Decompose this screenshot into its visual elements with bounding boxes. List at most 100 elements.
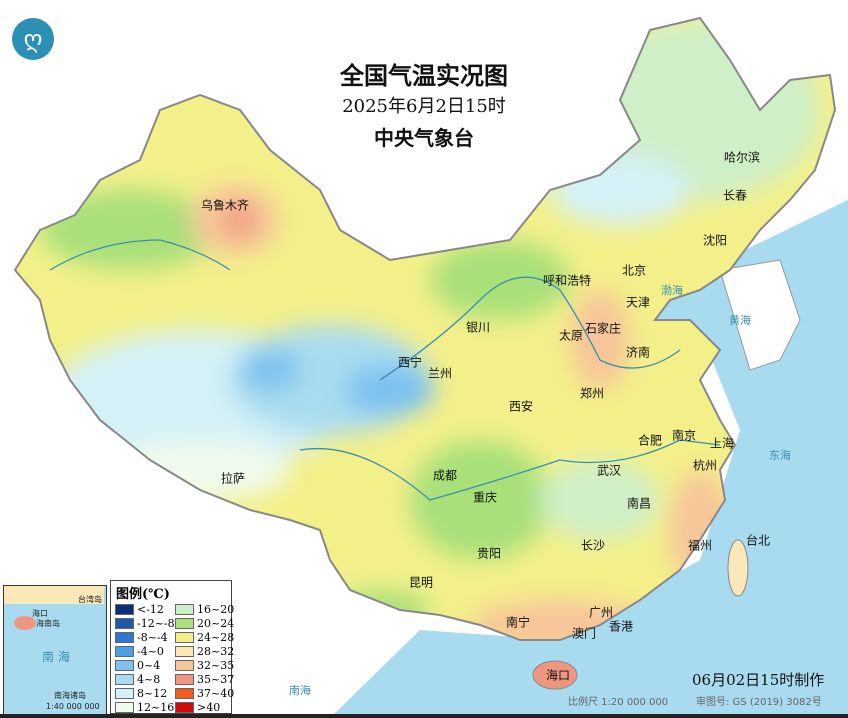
hainan-island (532, 660, 578, 690)
city-label: 广州 (588, 605, 614, 620)
agency-name: 中央气象台 (374, 126, 474, 150)
legend-swatch (175, 603, 194, 615)
legend-swatch (175, 673, 194, 685)
city-label: 太原 (558, 328, 584, 343)
city-label: 天津 (625, 295, 651, 310)
legend-label: 4~8 (137, 672, 161, 686)
legend-item: 35~37 (175, 672, 235, 686)
city-label: 昆明 (408, 575, 434, 590)
inset-taiwan-label: 台湾岛 (78, 595, 102, 604)
city-label: 南京 (671, 428, 697, 443)
city-label: 澳门 (571, 626, 597, 641)
city-label: 西宁 (397, 355, 423, 370)
legend: 图例(℃) <-12 -12~-8 -8~-4 -4~0 0~4 4~8 8~12 12~16… (110, 580, 235, 714)
city-label: 台北 (745, 533, 771, 548)
inset-sea-label: 南 海 (42, 650, 70, 664)
legend-item: 37~40 (175, 686, 235, 700)
cma-logo-icon: ღ (12, 18, 54, 60)
legend-item: -4~0 (115, 644, 164, 658)
city-label: 南昌 (626, 496, 652, 511)
legend-item: 8~12 (115, 686, 168, 700)
city-label: 拉萨 (220, 471, 246, 486)
legend-label: 37~40 (197, 686, 235, 700)
yangtze-river (299, 439, 721, 501)
city-label: 郑州 (579, 386, 605, 401)
taiwan-island (727, 539, 749, 597)
legend-label: 35~37 (197, 672, 235, 686)
legend-label: 24~28 (197, 630, 235, 644)
city-label: 兰州 (427, 366, 453, 381)
sea-area (330, 200, 848, 718)
city-label: 长沙 (580, 538, 606, 553)
legend-swatch (115, 673, 134, 685)
city-label: 石家庄 (584, 321, 622, 336)
city-label: 呼和浩特 (542, 273, 592, 288)
city-label: 北京 (621, 263, 647, 278)
legend-label: -8~-4 (137, 630, 168, 644)
sea-label: 渤海 (661, 284, 683, 297)
legend-label: 28~32 (197, 644, 235, 658)
legend-swatch (175, 645, 194, 657)
legend-item: 32~35 (175, 658, 235, 672)
datetime-subtitle: 2025年6月2日15时 (342, 96, 506, 117)
legend-swatch (115, 603, 134, 615)
legend-item: 0~4 (115, 658, 161, 672)
sea-label: 黄海 (729, 314, 751, 327)
legend-item: 24~28 (175, 630, 235, 644)
city-label: 乌鲁木齐 (200, 198, 250, 213)
legend-label: -4~0 (137, 644, 164, 658)
south-china-sea-inset: 海口 海南岛 台湾岛 南 海 南海诸岛 1:40 000 000 (3, 585, 107, 715)
legend-item: 12~16 (115, 700, 175, 714)
approval-number: 审图号: GS (2019) 3082号 (696, 697, 822, 708)
city-label: 香港 (608, 619, 634, 634)
legend-label: <-12 (137, 602, 164, 616)
legend-item: 4~8 (115, 672, 161, 686)
city-label: 南宁 (505, 615, 531, 630)
legend-swatch (175, 687, 194, 699)
legend-item: -8~-4 (115, 630, 168, 644)
city-label: 成都 (432, 468, 458, 483)
inset-mainland (4, 586, 104, 604)
map-scale: 比例尺 1:20 000 000 (568, 697, 669, 708)
page-title: 全国气温实况图 (340, 61, 508, 90)
city-label: 西安 (508, 399, 534, 414)
legend-label: 0~4 (137, 658, 161, 672)
legend-swatch (115, 617, 134, 629)
legend-swatch (175, 617, 194, 629)
legend-swatch (115, 687, 134, 699)
legend-label: 12~16 (137, 700, 175, 714)
city-label: 上海 (709, 436, 735, 451)
city-label: 银川 (465, 320, 491, 335)
city-label: 沈阳 (702, 233, 728, 248)
legend-label: -12~-8 (137, 616, 175, 630)
bottom-border (0, 714, 848, 718)
city-label: 合肥 (637, 433, 663, 448)
city-label: 哈尔滨 (723, 150, 761, 165)
inset-hainan (14, 616, 36, 630)
inset-scale-label: 1:40 000 000 (46, 702, 100, 711)
legend-label: 8~12 (137, 686, 168, 700)
yellow-river (379, 276, 681, 381)
legend-label: 16~20 (197, 602, 235, 616)
legend-swatch (115, 701, 134, 713)
legend-title: 图例(℃) (116, 587, 170, 602)
city-label: 武汉 (596, 463, 622, 478)
korea-land (719, 259, 801, 371)
legend-label: 32~35 (197, 658, 235, 672)
city-label: 海口 (545, 668, 571, 683)
legend-item: <-12 (115, 602, 164, 616)
city-label: 重庆 (472, 490, 498, 505)
city-label: 贵阳 (476, 546, 502, 561)
city-label: 长春 (722, 188, 748, 203)
inset-islands-label: 南海诸岛 (54, 691, 86, 700)
sea-label: 南海 (289, 684, 311, 697)
legend-swatch (175, 659, 194, 671)
tarim-river (49, 239, 231, 271)
city-label: 杭州 (692, 458, 718, 473)
legend-swatch (115, 631, 134, 643)
production-time: 06月02日15时制作 (692, 671, 825, 689)
legend-item: -12~-8 (115, 616, 175, 630)
legend-swatch (115, 659, 134, 671)
legend-item: 20~24 (175, 617, 234, 630)
